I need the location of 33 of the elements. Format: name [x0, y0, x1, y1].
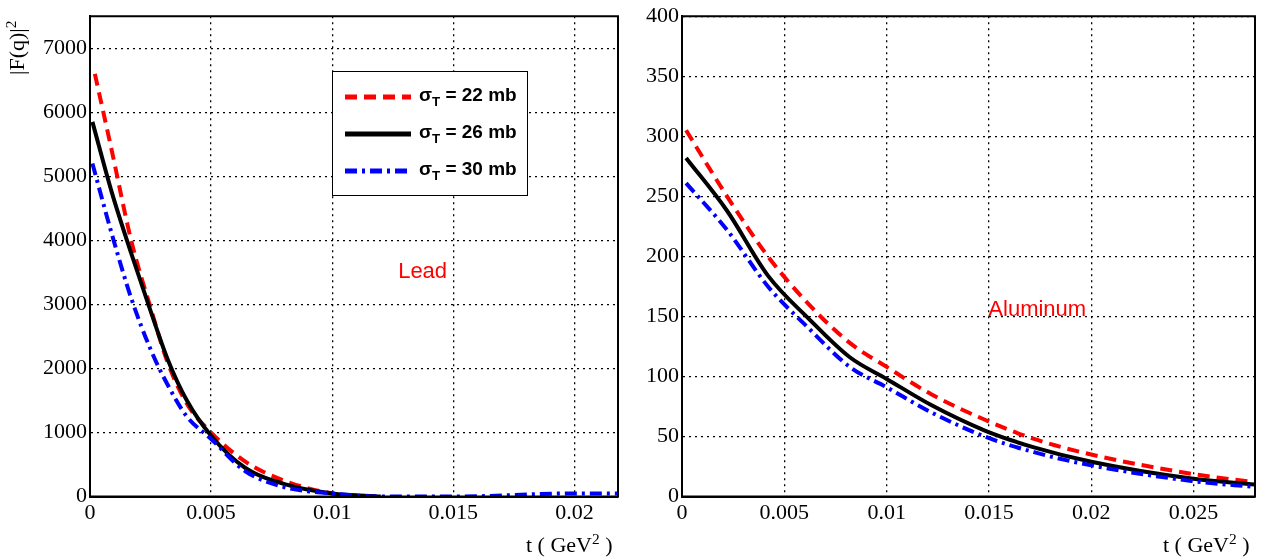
y-tick-label: 2000	[43, 354, 87, 380]
annotation: Lead	[398, 257, 448, 284]
legend-label: σ$_{T}$ = 30 mb	[419, 158, 517, 184]
x-axis-title: t ( GeV$^{2}$ )	[1163, 529, 1250, 558]
x-tick-label: 0.01	[867, 498, 906, 524]
y-tick-label: 150	[646, 302, 679, 328]
x-tick-label: 0.025	[1168, 498, 1219, 524]
x-tick-label: 0.005	[186, 498, 236, 524]
legend-label: σ$_{T}$ = 22 mb	[419, 84, 517, 110]
annotation: Aluminum	[988, 296, 1087, 323]
x-tick-label: 0.02	[555, 498, 594, 524]
y-tick-label: 50	[657, 422, 679, 448]
y-tick-label: 4000	[43, 226, 87, 252]
y-tick-label: 1000	[43, 418, 87, 444]
y-tick-label: 0	[668, 482, 679, 508]
y-tick-label: 200	[646, 242, 679, 268]
x-tick-label: 0.015	[428, 498, 479, 524]
x-axis-title: t ( GeV$^{2}$ )	[526, 529, 613, 558]
y-tick-label: 300	[646, 122, 679, 148]
y-tick-label: 400	[646, 1, 679, 27]
y-tick-label: 0	[76, 482, 87, 508]
y-tick-label: 5000	[43, 162, 87, 188]
y-tick-label: 7000	[43, 34, 87, 60]
y-tick-label: 100	[646, 362, 679, 388]
x-tick-label: 0.015	[964, 498, 1014, 524]
x-tick-label: 0.01	[312, 498, 352, 524]
y-tick-label: 6000	[43, 98, 87, 124]
y-tick-label: 250	[646, 182, 679, 208]
y-tick-label: 3000	[43, 290, 87, 316]
y-tick-label: 350	[646, 62, 679, 88]
x-tick-label: 0.02	[1072, 498, 1111, 524]
legend-label: σ$_{T}$ = 26 mb	[419, 121, 517, 147]
x-tick-label: 0.005	[759, 498, 810, 524]
